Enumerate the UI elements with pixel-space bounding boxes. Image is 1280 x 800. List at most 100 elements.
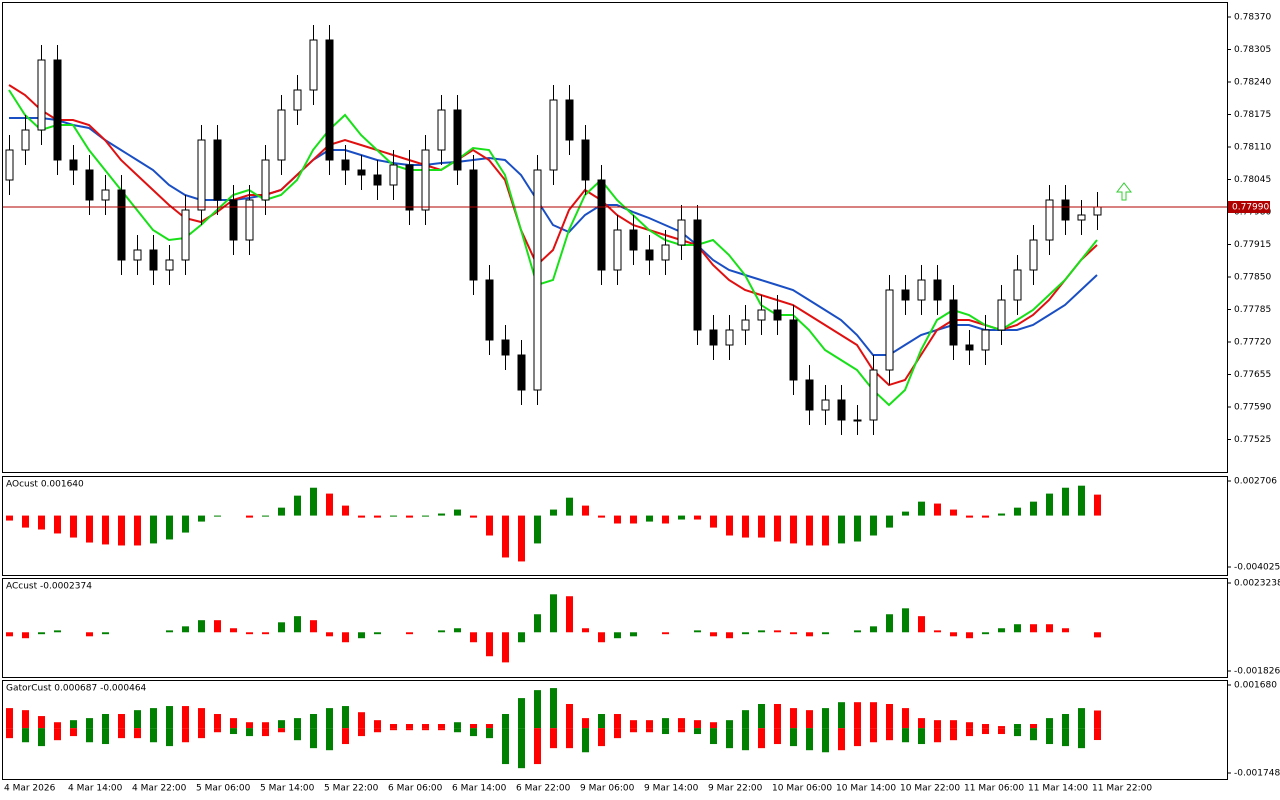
histogram-bar (470, 632, 477, 643)
histogram-bar (886, 515, 893, 528)
gator-bar (806, 710, 813, 729)
histogram-bar (774, 515, 781, 542)
gator-bar (182, 706, 189, 729)
candle-body (37, 59, 46, 131)
candle-body (581, 139, 590, 181)
histogram-bar (966, 632, 973, 639)
gator-bar (582, 728, 589, 753)
histogram-bar (54, 630, 61, 633)
gator-bar (310, 714, 317, 729)
gator-bar (838, 728, 845, 751)
gator-frame (2, 680, 1228, 780)
gator-bar (678, 718, 685, 729)
candle-body (1045, 199, 1054, 241)
gator-bar (902, 728, 909, 743)
histogram-bar (742, 632, 749, 635)
candle-body (549, 99, 558, 171)
gator-bar (166, 706, 173, 729)
gator-bar (694, 720, 701, 729)
gator-bar (838, 702, 845, 729)
candle-body (5, 149, 14, 181)
gator-bar (998, 728, 1005, 735)
histogram-bar (774, 630, 781, 633)
histogram-bar (1014, 624, 1021, 633)
current-price-box (1228, 201, 1270, 213)
gator-bar (278, 720, 285, 729)
candle-body (453, 109, 462, 171)
candle-body (1029, 239, 1038, 271)
histogram-bar (262, 632, 269, 635)
ao-title: AOcust 0.001640 (6, 480, 84, 490)
gator-bar (790, 728, 797, 747)
histogram-bar (246, 632, 253, 635)
x-tick-label: 10 Mar 22:00 (900, 784, 960, 794)
histogram-bar (726, 515, 733, 536)
histogram-bar (86, 632, 93, 637)
histogram-bar (454, 509, 461, 516)
candle-body (101, 189, 110, 201)
gator-bar (102, 714, 109, 729)
y-tick-label: 0.0023238 (1234, 579, 1280, 589)
histogram-bar (518, 515, 525, 562)
gator-bar (6, 708, 13, 729)
gator-bar (390, 728, 397, 731)
histogram-bar (102, 632, 109, 635)
histogram-bar (374, 632, 381, 635)
histogram-bar (6, 515, 13, 521)
y-tick-label: 0.77720 (1234, 338, 1271, 348)
histogram-bar (854, 630, 861, 633)
candle-body (917, 279, 926, 301)
gator-bar (662, 728, 669, 735)
candle-body (997, 299, 1006, 331)
histogram-bar (422, 515, 429, 517)
x-tick-label: 11 Mar 14:00 (1028, 784, 1088, 794)
histogram-bar (982, 632, 989, 635)
histogram-bar (870, 626, 877, 633)
histogram-bar (550, 509, 557, 516)
gator-bar (1094, 710, 1101, 729)
histogram-bar (358, 632, 365, 639)
gator-bar (230, 718, 237, 729)
y-tick-label: 0.002706 (1234, 477, 1277, 487)
gator-bar (934, 720, 941, 729)
x-tick-label: 11 Mar 22:00 (1092, 784, 1152, 794)
histogram-bar (1030, 501, 1037, 516)
histogram-bar (22, 632, 29, 639)
gator-bar (886, 728, 893, 741)
gator-bar (550, 728, 557, 749)
histogram-bar (934, 630, 941, 633)
gator-bar (758, 703, 765, 729)
gator-bar (1062, 714, 1069, 729)
histogram-bar (822, 515, 829, 546)
histogram-bar (614, 515, 621, 524)
histogram-bar (598, 632, 605, 643)
candle-body (789, 319, 798, 381)
candle-body (517, 354, 526, 391)
gator-bar (822, 708, 829, 729)
candle-body (261, 159, 270, 201)
gator-bar (1014, 724, 1021, 729)
gator-bar (86, 728, 93, 743)
gator-bar (38, 716, 45, 729)
gator-bar (630, 728, 637, 733)
candle-body (373, 174, 382, 186)
gator-bar (118, 728, 125, 739)
histogram-bar (374, 515, 381, 518)
x-tick-label: 4 Mar 14:00 (68, 784, 123, 794)
candle-body (981, 329, 990, 351)
gator-bar (998, 726, 1005, 729)
histogram-bar (6, 632, 13, 637)
y-tick-label: -0.0018261 (1234, 667, 1280, 677)
candle-body (677, 219, 686, 246)
histogram-bar (70, 515, 77, 538)
histogram-bar (486, 632, 493, 657)
gator-bar (310, 728, 317, 749)
histogram-bar (758, 515, 765, 538)
gator-bar (454, 728, 461, 733)
ao-frame (2, 476, 1228, 576)
candle-body (773, 309, 782, 321)
histogram-bar (342, 632, 349, 643)
gator-bar (1078, 728, 1085, 749)
